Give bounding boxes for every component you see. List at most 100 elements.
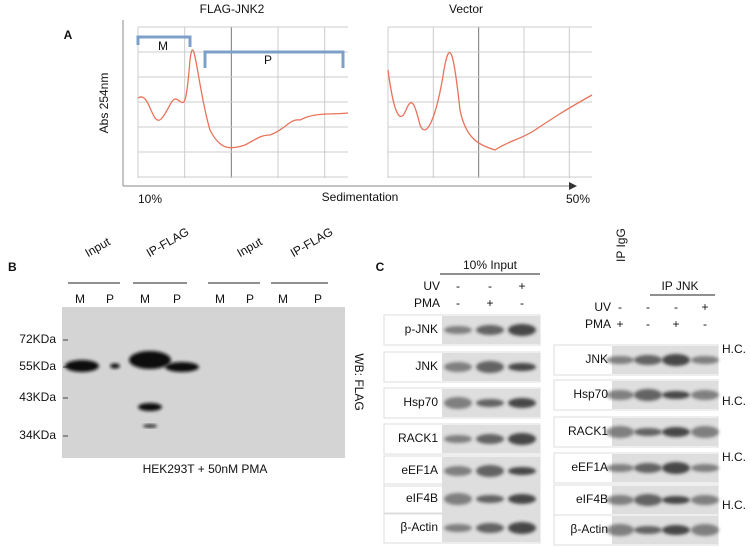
band: [691, 390, 719, 400]
band: [662, 391, 690, 399]
band: [606, 464, 634, 472]
band: [606, 356, 634, 364]
group-label: IP-FLAG: [288, 225, 335, 260]
caption: HEK293T + 50nM PMA: [143, 462, 268, 476]
row-label: β-Actin: [400, 520, 438, 534]
trace: [137, 49, 349, 149]
row-label: Hsp70: [403, 395, 438, 409]
uv-sign: -: [456, 279, 460, 293]
band: [662, 427, 690, 437]
header: 10% Input: [463, 258, 518, 272]
uv-sign: -: [646, 300, 650, 314]
x-end: 50%: [566, 192, 590, 206]
pma-sign: -: [646, 317, 650, 331]
band: [110, 363, 120, 369]
band: [476, 399, 504, 407]
pma-label: PMA: [414, 296, 440, 310]
row-label: β-Actin: [570, 522, 608, 536]
pma-sign: -: [703, 317, 707, 331]
x-start: 10%: [138, 192, 162, 206]
lane-label: P: [173, 292, 181, 306]
panel-label: A: [64, 28, 73, 42]
hc-label: H.C.: [722, 498, 746, 512]
row-label: eEF1A: [401, 463, 438, 477]
header: IP JNK: [661, 279, 698, 293]
panel-a-axes: [122, 20, 577, 190]
marker-label: 43KDa: [19, 390, 56, 404]
hc-label: H.C.: [722, 342, 746, 356]
bracket-label: P: [264, 53, 272, 67]
row-label: eIF4B: [406, 491, 438, 505]
band: [662, 354, 690, 366]
lane-label: P: [106, 292, 114, 306]
band: [476, 465, 504, 477]
band: [691, 356, 719, 364]
band: [444, 435, 472, 443]
band: [606, 426, 634, 438]
row-label: RACK1: [568, 424, 608, 438]
band: [476, 495, 504, 503]
trace-title: FLAG-JNK2: [200, 2, 265, 16]
pma-sign: -: [456, 296, 460, 310]
lane-label: M: [278, 292, 288, 306]
band: [129, 351, 171, 369]
band: [476, 361, 504, 373]
band: [634, 389, 662, 401]
panel-label: B: [8, 260, 17, 274]
band: [444, 466, 472, 476]
row-label: JNK: [585, 352, 608, 366]
band: [662, 462, 690, 474]
group-label: Input: [83, 234, 114, 260]
band: [634, 463, 662, 473]
band: [508, 494, 536, 504]
band: [508, 522, 536, 534]
lane-label: P: [314, 292, 322, 306]
bracket: [203, 50, 345, 68]
marker-label: 55KDa: [19, 359, 56, 373]
band: [691, 524, 719, 536]
hc-label: H.C.: [722, 394, 746, 408]
uv-sign: -: [488, 279, 492, 293]
uv-label: UV: [594, 300, 611, 314]
band: [606, 495, 634, 505]
row-label: eEF1A: [571, 460, 608, 474]
uv-sign: +: [701, 300, 708, 314]
y-axis-label: Abs 254nm: [97, 73, 111, 134]
band: [476, 325, 504, 335]
band: [691, 426, 719, 438]
band: [444, 524, 472, 532]
band: [444, 326, 472, 334]
band: [138, 403, 162, 411]
band: [691, 464, 719, 472]
igg-label: IP IgG: [614, 228, 628, 262]
hc-label: H.C.: [722, 450, 746, 464]
band: [662, 496, 690, 504]
uv-sign: -: [618, 300, 622, 314]
wb-label: WB: FLAG: [352, 353, 366, 410]
trace: [387, 52, 593, 151]
band: [508, 433, 536, 445]
band: [476, 523, 504, 533]
band: [444, 493, 472, 505]
uv-sign: +: [518, 279, 525, 293]
band: [508, 398, 536, 408]
lane-label: M: [140, 292, 150, 306]
band: [634, 428, 662, 436]
lane-label: P: [246, 292, 254, 306]
band: [606, 524, 634, 536]
panel-label: C: [376, 260, 385, 274]
band: [662, 525, 690, 535]
band: [508, 467, 536, 475]
pma-sign: +: [616, 317, 623, 331]
band: [634, 526, 662, 534]
band: [508, 324, 536, 336]
bracket-label: M: [158, 39, 168, 53]
lane-label: M: [75, 292, 85, 306]
marker-label: 72KDa: [19, 332, 56, 346]
pma-sign: +: [672, 317, 679, 331]
blot: [62, 307, 345, 458]
marker-label: 34KDa: [19, 428, 56, 442]
x-axis-label: Sedimentation: [322, 190, 399, 204]
band: [143, 424, 157, 428]
